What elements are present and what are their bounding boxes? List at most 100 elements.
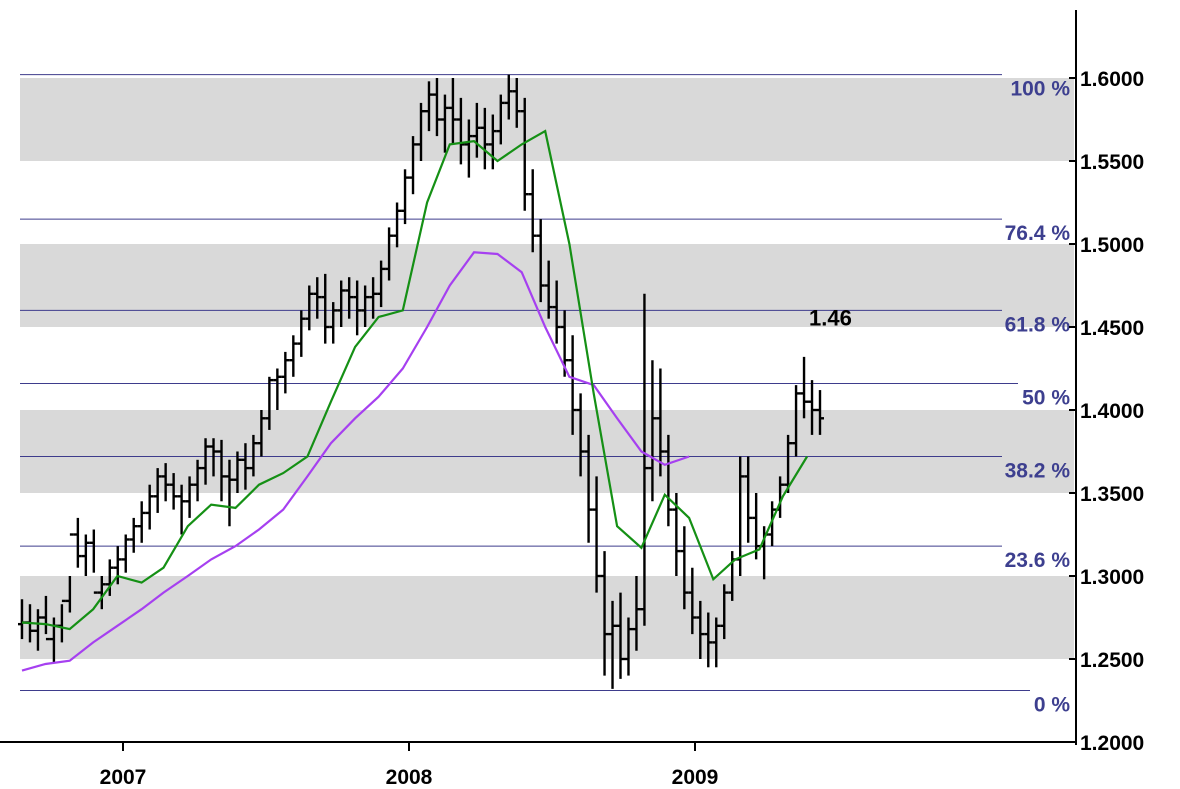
ohlc-bar <box>289 335 298 377</box>
shaded-band-0 <box>20 576 1074 659</box>
ohlc-bar <box>353 280 362 336</box>
shaded-band-3 <box>20 78 1074 161</box>
ohlc-bar <box>704 612 713 668</box>
ohlc-bar <box>177 484 186 535</box>
shaded-bands <box>20 78 1074 659</box>
ohlc-bar <box>496 94 505 145</box>
ohlc-bar <box>137 501 146 543</box>
y-tick-label: 1.5000 <box>1080 234 1144 257</box>
ohlc-bar <box>656 368 665 477</box>
ohlc-bar <box>504 74 513 120</box>
ohlc-bar <box>169 473 178 510</box>
x-axis-ticks: 2007 2008 2009 <box>100 742 718 789</box>
x-tick-label: 2007 <box>100 766 147 789</box>
ohlc-bar <box>65 533 74 613</box>
ohlc-bar <box>129 517 138 553</box>
fib-label-3: 50 % <box>1022 386 1070 409</box>
ohlc-bar <box>424 81 433 132</box>
ohlc-bar <box>241 443 250 490</box>
y-tick-label: 1.4000 <box>1080 400 1144 423</box>
ohlc-bar <box>752 493 761 560</box>
y-axis-ticks: 1.6000 1.5500 1.5000 1.4500 1.4000 1.3500 1.30… <box>1069 68 1144 755</box>
ohlc-bar <box>720 584 729 640</box>
ohlc-bar <box>377 260 386 308</box>
fib-label-1: 76.4 % <box>1005 222 1071 245</box>
ohlc-bar <box>664 434 673 527</box>
ohlc-bar <box>472 102 481 158</box>
ohlc-bar <box>520 97 529 211</box>
ohlc-bar <box>273 368 282 410</box>
ohlc-bar <box>744 456 753 543</box>
ohlc-bar <box>41 595 50 641</box>
y-tick-label: 1.4500 <box>1080 317 1144 340</box>
ohlc-bar <box>193 459 202 502</box>
ohlc-bar <box>121 534 130 573</box>
ohlc-bar <box>608 600 617 689</box>
price-annotation: 1.46 <box>809 305 852 330</box>
ohlc-bar <box>233 451 242 493</box>
ohlc-bar <box>576 393 585 477</box>
ohlc-bar <box>816 390 824 435</box>
fibonacci-labels: 100 % 76.4 % 61.8 % 50 % 38.2 % 23.6 % 0 % <box>1005 78 1071 717</box>
ohlc-bar <box>345 277 354 319</box>
ohlc-bar <box>688 567 697 635</box>
ohlc-bar <box>600 551 609 676</box>
short-moving-average-line <box>21 129 809 631</box>
ohlc-bar <box>217 439 226 502</box>
ohlc-bar <box>536 219 545 303</box>
fib-label-0: 100 % <box>1010 78 1070 101</box>
ohlc-bar <box>297 310 306 357</box>
ohlc-bar <box>393 202 402 248</box>
y-tick-label: 1.2500 <box>1080 649 1144 672</box>
ohlc-bar <box>313 277 322 319</box>
ohlc-bar <box>265 376 274 430</box>
ohlc-bar <box>225 459 234 527</box>
ohlc-bar <box>512 78 521 128</box>
shaded-band-1 <box>20 410 1074 493</box>
x-tick-label: 2008 <box>386 766 433 789</box>
ohlc-bar <box>185 476 194 518</box>
ohlc-bar <box>456 97 465 165</box>
ohlc-bar <box>161 463 170 502</box>
ohlc-bar <box>321 273 330 344</box>
y-tick-label: 1.3000 <box>1080 566 1144 589</box>
ohlc-bar <box>73 517 82 568</box>
ohlc-bar <box>480 107 489 170</box>
ohlc-bar <box>584 434 593 543</box>
fib-label-2: 61.8 % <box>1005 313 1071 336</box>
fib-label-4: 38.2 % <box>1005 459 1071 482</box>
ohlc-bar <box>648 360 657 502</box>
ohlc-bar <box>97 576 106 610</box>
ohlc-bar <box>680 526 689 610</box>
y-tick-label: 1.5500 <box>1080 151 1144 174</box>
ohlc-bar <box>105 559 114 596</box>
ohlc-bar <box>153 468 162 513</box>
ohlc-bar <box>409 136 418 195</box>
ohlc-bar <box>385 227 394 281</box>
ohlc-bar <box>201 438 210 485</box>
ohlc-bar <box>305 285 314 331</box>
long-moving-average-line <box>21 251 690 672</box>
y-tick-label: 1.3500 <box>1080 483 1144 506</box>
ohlc-bar <box>432 78 441 137</box>
ohlc-bar <box>632 576 641 651</box>
ohlc-bar <box>464 119 473 178</box>
ohlc-bar <box>145 484 154 530</box>
y-tick-label: 1.6000 <box>1080 68 1144 91</box>
ohlc-bar <box>616 592 625 679</box>
ohlc-bar <box>113 546 122 585</box>
fib-label-5: 23.6 % <box>1005 549 1071 572</box>
ohlc-bar <box>624 617 633 676</box>
ohlc-bar <box>33 609 42 651</box>
ohlc-bar <box>440 94 449 153</box>
ohlc-bar <box>544 260 553 319</box>
ohlc-bar <box>329 302 338 344</box>
ohlc-bar <box>800 356 809 419</box>
ohlc-bar <box>552 280 561 344</box>
ohlc-bar <box>568 335 577 435</box>
ohlc-bar <box>808 380 817 435</box>
ohlc-bar <box>784 434 793 493</box>
y-tick-label: 1.2000 <box>1080 732 1144 755</box>
ohlc-bar <box>281 351 290 394</box>
